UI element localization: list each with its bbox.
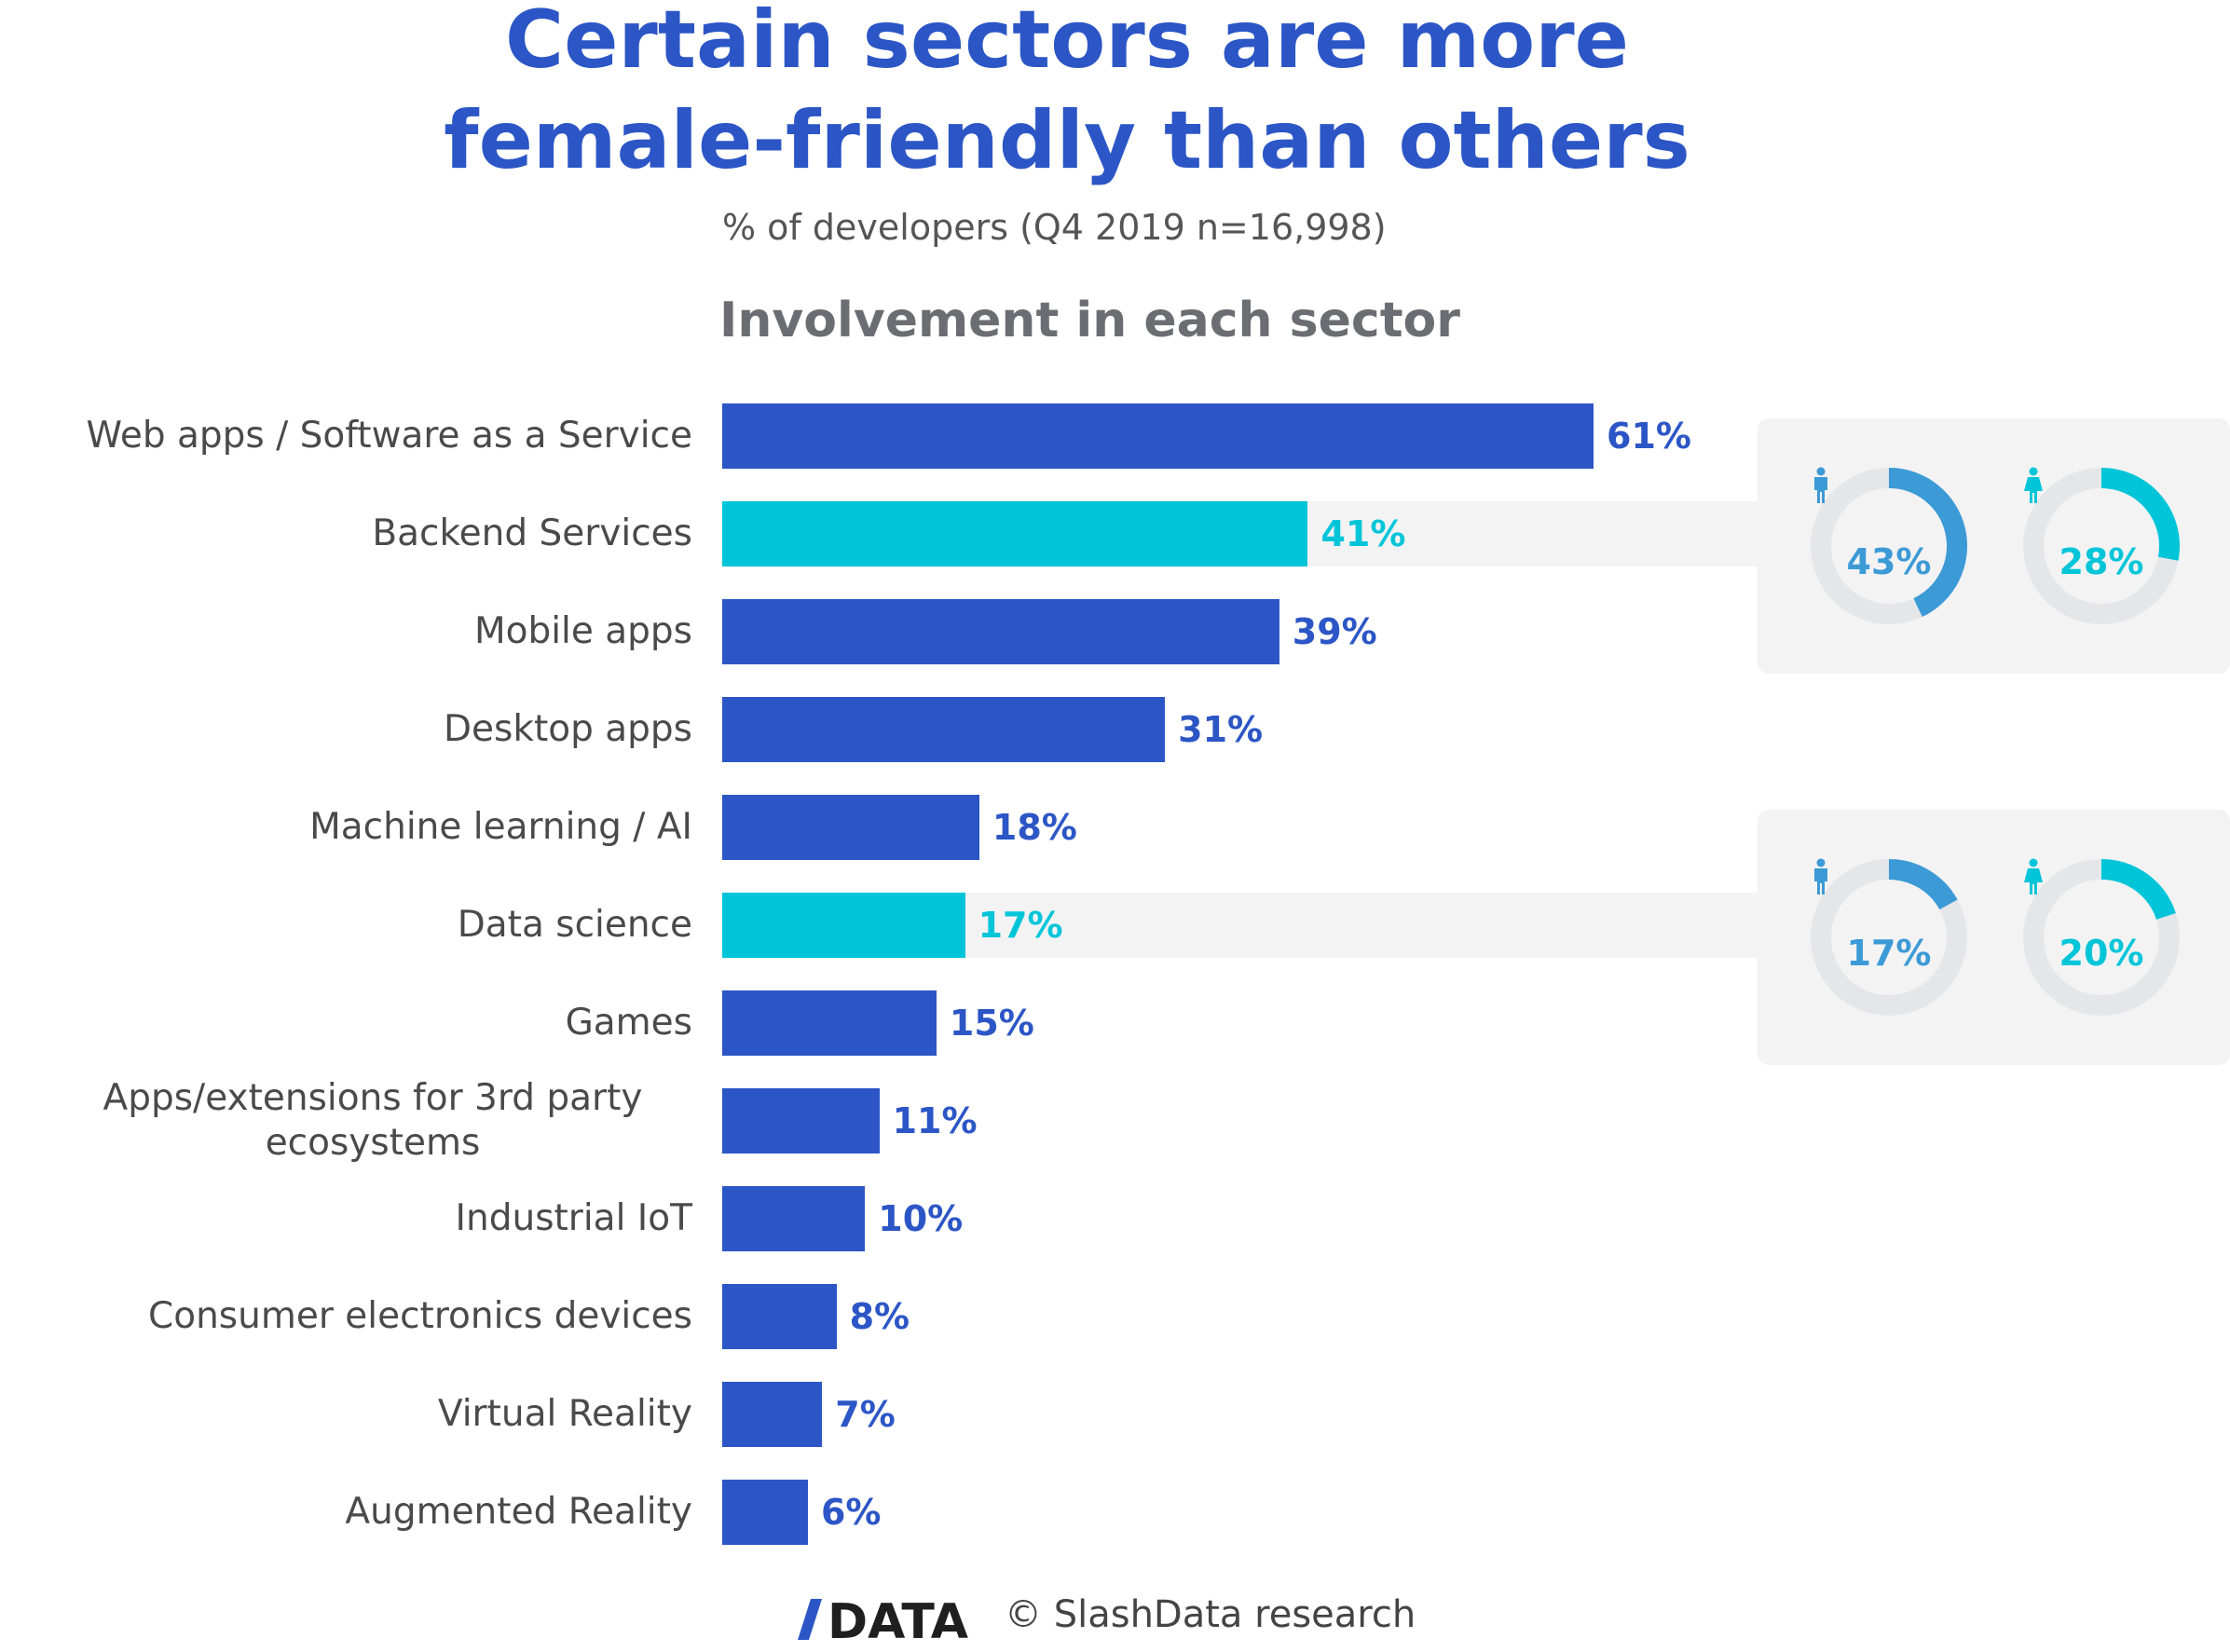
slashdata-logo: DATA	[779, 1591, 993, 1652]
category-label: Games	[566, 1001, 692, 1045]
bar	[722, 697, 1165, 762]
female-percent: 28%	[2022, 541, 2181, 582]
value-label: 17%	[978, 893, 1063, 958]
bar	[722, 1480, 808, 1545]
bar	[722, 990, 937, 1056]
category-label: Desktop apps	[444, 707, 692, 752]
value-label: 6%	[821, 1480, 882, 1545]
male-donut: 17%	[1810, 858, 1968, 1017]
value-label: 41%	[1320, 501, 1405, 567]
value-label: 15%	[950, 990, 1034, 1056]
category-label: Machine learning / AI	[309, 805, 692, 850]
title-line-2: female-friendly than others	[0, 89, 2134, 192]
bar	[722, 893, 965, 958]
female-donut: 28%	[2022, 467, 2181, 625]
category-label: Consumer electronics devices	[148, 1294, 692, 1339]
male-percent: 43%	[1810, 541, 1968, 582]
bar	[722, 599, 1279, 664]
value-label: 10%	[878, 1186, 963, 1251]
category-label: Virtual Reality	[438, 1392, 692, 1437]
bar	[722, 1382, 822, 1447]
bar	[722, 403, 1594, 469]
chart-title: Involvement in each sector	[719, 293, 1460, 348]
value-label: 61%	[1607, 403, 1691, 469]
category-label: Data science	[458, 903, 692, 948]
category-label: Apps/extensions for 3rd party ecosystems	[37, 1076, 708, 1166]
breakdown-panel: 17% 20%	[1758, 810, 2230, 1065]
value-label: 31%	[1178, 697, 1263, 762]
bar	[722, 1186, 865, 1251]
bar	[722, 501, 1307, 567]
bar	[722, 1284, 837, 1349]
male-percent: 17%	[1810, 933, 1968, 974]
value-label: 18%	[992, 795, 1077, 860]
category-label: Augmented Reality	[345, 1490, 692, 1535]
value-label: 39%	[1293, 599, 1377, 664]
breakdown-panel: 43% 28%	[1758, 418, 2230, 674]
female-donut: 20%	[2022, 858, 2181, 1017]
copyright-text: © SlashData research	[1005, 1593, 1416, 1636]
category-label: Mobile apps	[474, 609, 692, 654]
bar	[722, 1088, 880, 1154]
category-label: Backend Services	[372, 512, 692, 556]
category-label: Industrial IoT	[456, 1196, 693, 1241]
bar	[722, 795, 979, 860]
category-label: Web apps / Software as a Service	[87, 414, 692, 458]
value-label: 11%	[893, 1088, 978, 1154]
male-donut: 43%	[1810, 467, 1968, 625]
male-arc	[1889, 869, 1949, 905]
title-line-1: Certain sectors are more	[0, 0, 2134, 91]
female-arc	[2101, 869, 2166, 916]
subtitle: % of developers (Q4 2019 n=16,998)	[722, 207, 1387, 248]
female-percent: 20%	[2022, 933, 2181, 974]
value-label: 7%	[835, 1382, 896, 1447]
svg-text:DATA: DATA	[828, 1594, 968, 1647]
value-label: 8%	[850, 1284, 910, 1349]
